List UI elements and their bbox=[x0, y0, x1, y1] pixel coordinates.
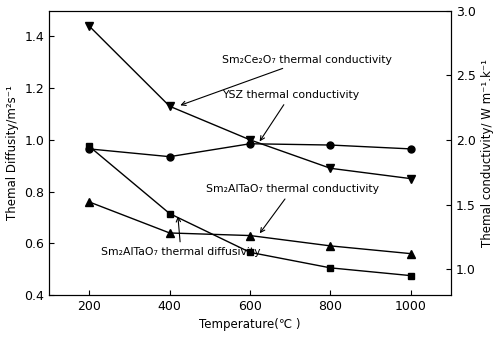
Text: Sm₂AlTaO₇ thermal diffusivity: Sm₂AlTaO₇ thermal diffusivity bbox=[102, 218, 261, 257]
Y-axis label: Themal conductivity/ W m⁻¹.k⁻¹: Themal conductivity/ W m⁻¹.k⁻¹ bbox=[482, 59, 494, 247]
Text: Sm₂Ce₂O₇ thermal conductivity: Sm₂Ce₂O₇ thermal conductivity bbox=[182, 55, 392, 105]
Text: Sm₂AlTaO₇ thermal conductivity: Sm₂AlTaO₇ thermal conductivity bbox=[206, 184, 379, 232]
Y-axis label: Themal Diffusity/m²s⁻¹: Themal Diffusity/m²s⁻¹ bbox=[6, 85, 18, 220]
Text: YSZ thermal conductivity: YSZ thermal conductivity bbox=[222, 90, 359, 141]
X-axis label: Temperature(℃ ): Temperature(℃ ) bbox=[200, 318, 301, 332]
